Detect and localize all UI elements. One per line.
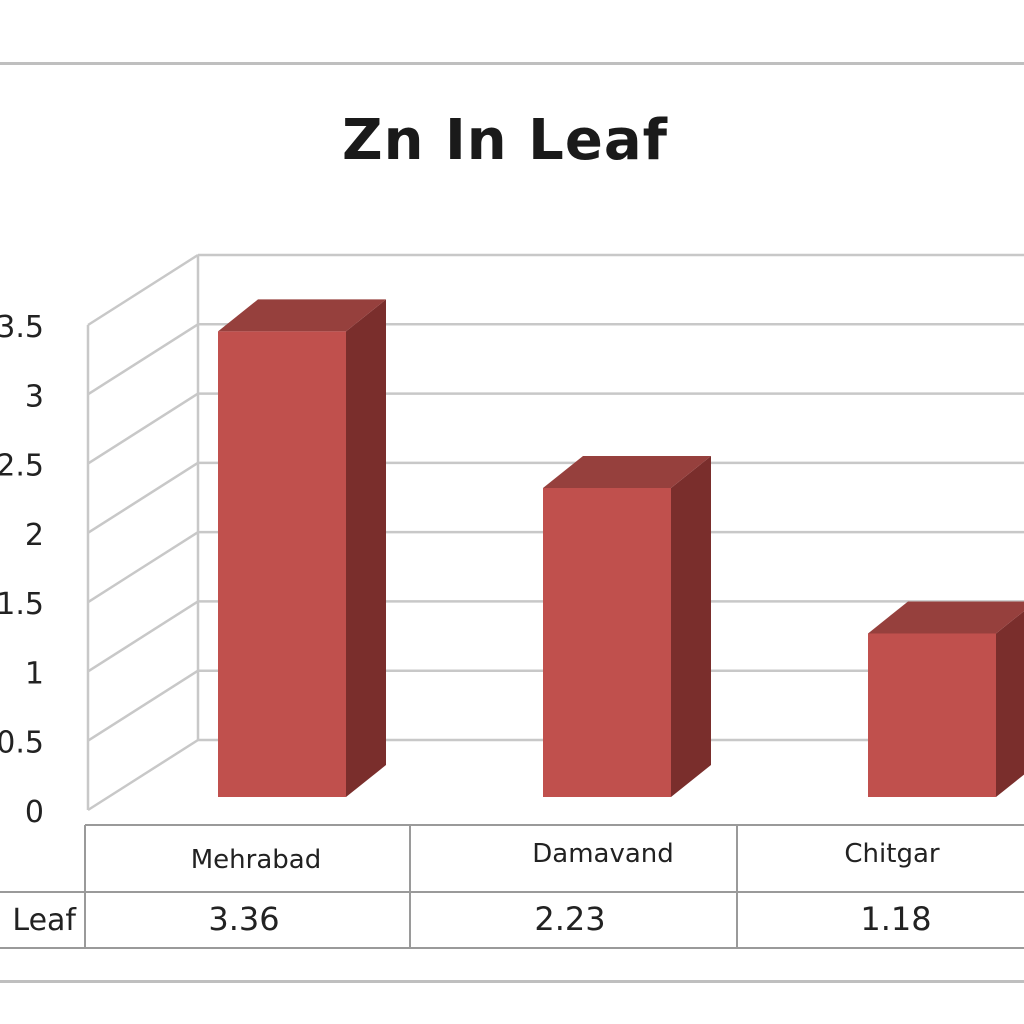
side-gridline [87,323,199,396]
y-tick-label: 0 [25,795,44,830]
category-label: Chitgar [844,839,939,869]
y-tick-label: 1.5 [0,587,44,622]
y-tick-label: 2.5 [0,449,44,484]
side-gridline [87,531,199,604]
bar-top [868,601,1024,634]
y-tick-label: 0.5 [0,726,44,761]
table-row-label: Leaf [12,903,77,938]
category-label: Mehrabad [191,845,321,875]
side-gridline [87,669,199,742]
bar-top [543,455,711,488]
bar-side [996,611,1024,797]
data-label: 2.23 [534,900,605,938]
y-tick-label: 2 [25,518,44,553]
chart-border-top [0,62,1024,65]
side-gridline [87,738,199,812]
y-tick-label: 1 [25,656,44,691]
bar [543,487,671,797]
data-label: 1.18 [860,900,931,938]
bar [868,633,996,797]
bar-side [671,455,711,797]
side-gridline [87,461,199,534]
side-gridline [87,392,199,465]
y-tick-label: 3.5 [0,310,44,345]
chart-border-bottom [0,980,1024,983]
bar [218,331,346,797]
side-gridline [87,253,199,327]
side-gridline [87,600,199,673]
bar-top [218,299,386,332]
chart-title: Zn In Leaf [342,108,668,173]
data-label: 3.36 [208,900,279,938]
bar-side [346,299,386,797]
y-tick-label: 3 [25,379,44,414]
category-label: Damavand [532,839,674,869]
